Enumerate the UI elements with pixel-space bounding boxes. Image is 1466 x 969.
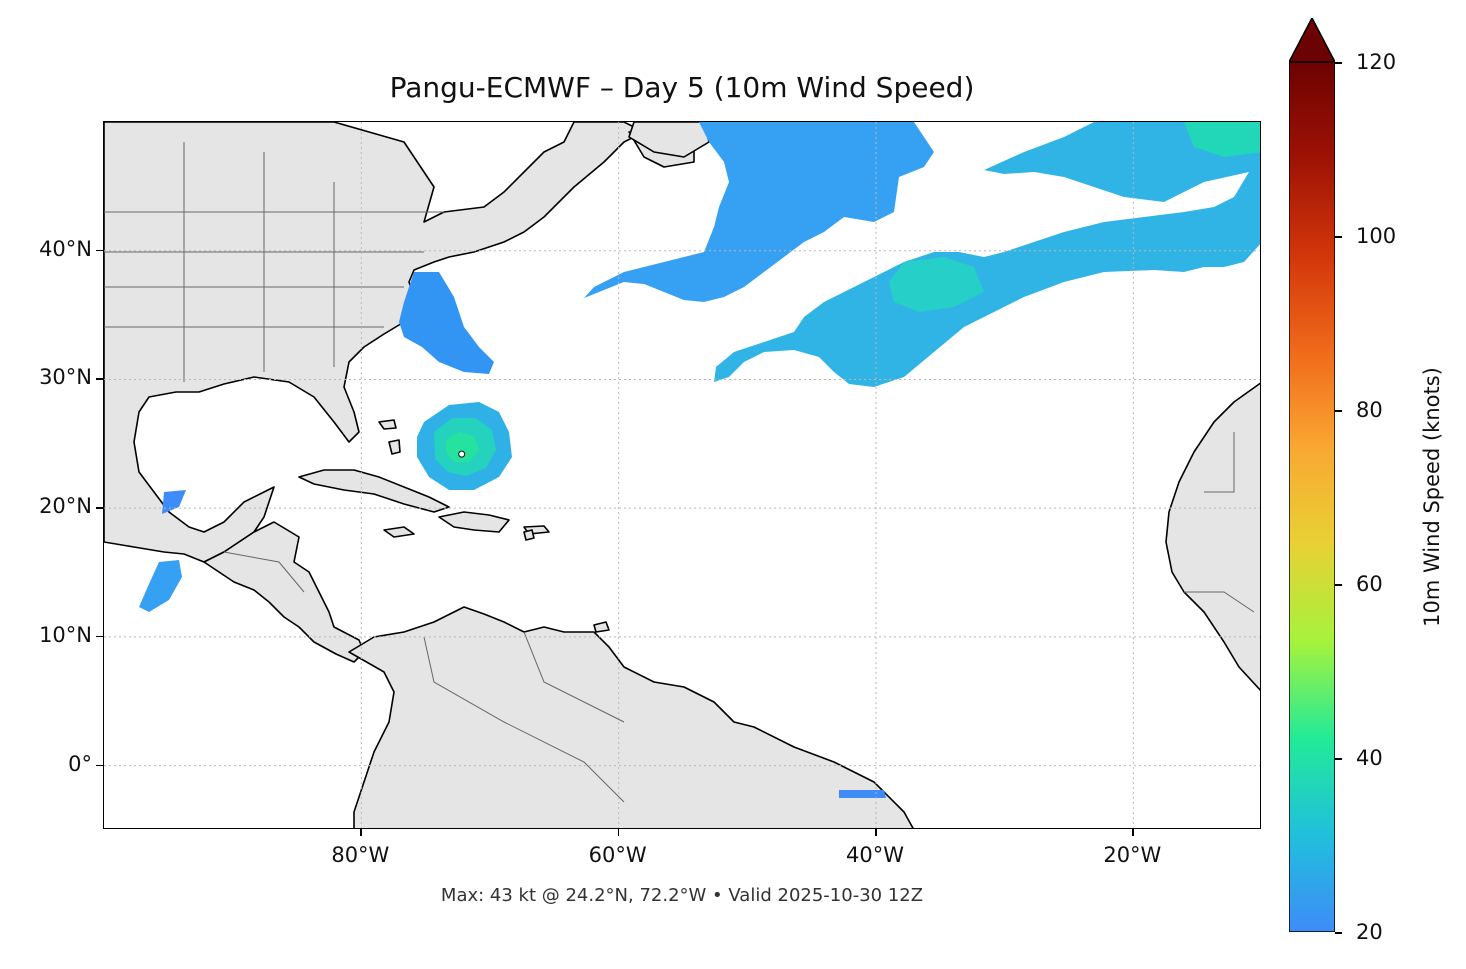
colorbar-tick-label: 120 xyxy=(1356,50,1397,74)
colorbar xyxy=(1289,18,1335,932)
colorbar-gradient xyxy=(1289,61,1335,932)
wind-area-core-east xyxy=(1184,122,1260,157)
lon-tick-label: 20°W xyxy=(1103,843,1162,867)
lat-tick-mark xyxy=(96,507,103,509)
lon-tick-mark xyxy=(1132,829,1134,836)
colorbar-tick-label: 80 xyxy=(1356,398,1383,422)
wind-area-storm-core xyxy=(446,432,479,462)
colorbar-tick-mark xyxy=(1335,932,1342,934)
lon-tick-mark xyxy=(360,829,362,836)
land-central-america xyxy=(203,521,365,663)
colorbar-tick-mark xyxy=(1335,236,1342,238)
max-info-footnote: Max: 43 kt @ 24.2°N, 72.2°W • Valid 2025… xyxy=(440,885,924,906)
land-greenland-tip xyxy=(628,122,710,158)
lat-tick-label: 40°N xyxy=(39,236,92,261)
colorbar-tick-mark xyxy=(1335,584,1342,586)
lat-tick-label: 20°N xyxy=(39,494,92,519)
lon-tick-mark xyxy=(875,829,877,836)
lat-tick-mark xyxy=(96,764,103,767)
wind-area-equator xyxy=(839,790,886,798)
map-plot-area[interactable] xyxy=(103,121,1261,829)
lon-tick-label: 80°W xyxy=(331,843,390,867)
land-africa xyxy=(1165,382,1260,692)
land-hispaniola xyxy=(438,511,510,533)
lon-tick-mark xyxy=(617,829,620,836)
map-canvas xyxy=(104,122,1260,828)
wind-area-north-atlantic-west xyxy=(584,122,934,302)
colorbar-extend-arrow xyxy=(1289,18,1335,63)
land-trinidad xyxy=(593,621,610,633)
wind-area-pacific xyxy=(139,560,182,612)
wind-area-core-mid xyxy=(889,257,984,312)
lat-tick-mark xyxy=(96,378,103,380)
lat-tick-mark xyxy=(96,635,103,638)
land-jamaica xyxy=(383,526,415,538)
colorbar-label: 10m Wind Speed (knots) xyxy=(1420,367,1444,627)
max-wind-marker xyxy=(458,450,466,458)
wind-area-gulf xyxy=(162,490,186,514)
land-cuba xyxy=(298,469,450,513)
colorbar-tick-label: 40 xyxy=(1356,746,1383,770)
colorbar-tick-mark xyxy=(1335,62,1342,64)
colorbar-tick-label: 100 xyxy=(1356,224,1397,248)
land-north-america xyxy=(104,122,645,563)
lat-tick-label: 0° xyxy=(68,751,92,776)
lat-tick-mark xyxy=(96,249,103,252)
wind-area-us-coast xyxy=(399,272,494,374)
lat-tick-label: 10°N xyxy=(39,622,92,647)
land-lesser-antilles xyxy=(523,529,535,541)
land-bahamas-1 xyxy=(378,419,397,430)
colorbar-tick-label: 60 xyxy=(1356,572,1383,596)
chart-title: Pangu-ECMWF – Day 5 (10m Wind Speed) xyxy=(389,71,975,104)
colorbar-tick-mark xyxy=(1335,758,1342,760)
lon-tick-label: 40°W xyxy=(846,843,904,867)
lon-tick-label: 60°W xyxy=(588,843,647,867)
wind-area-north-atlantic-east xyxy=(714,122,1260,387)
land-south-america xyxy=(348,606,914,828)
colorbar-tick-mark xyxy=(1335,410,1342,412)
colorbar-tick-label: 20 xyxy=(1356,920,1383,944)
lat-tick-label: 30°N xyxy=(39,365,92,390)
land-bahamas-2 xyxy=(388,439,401,455)
